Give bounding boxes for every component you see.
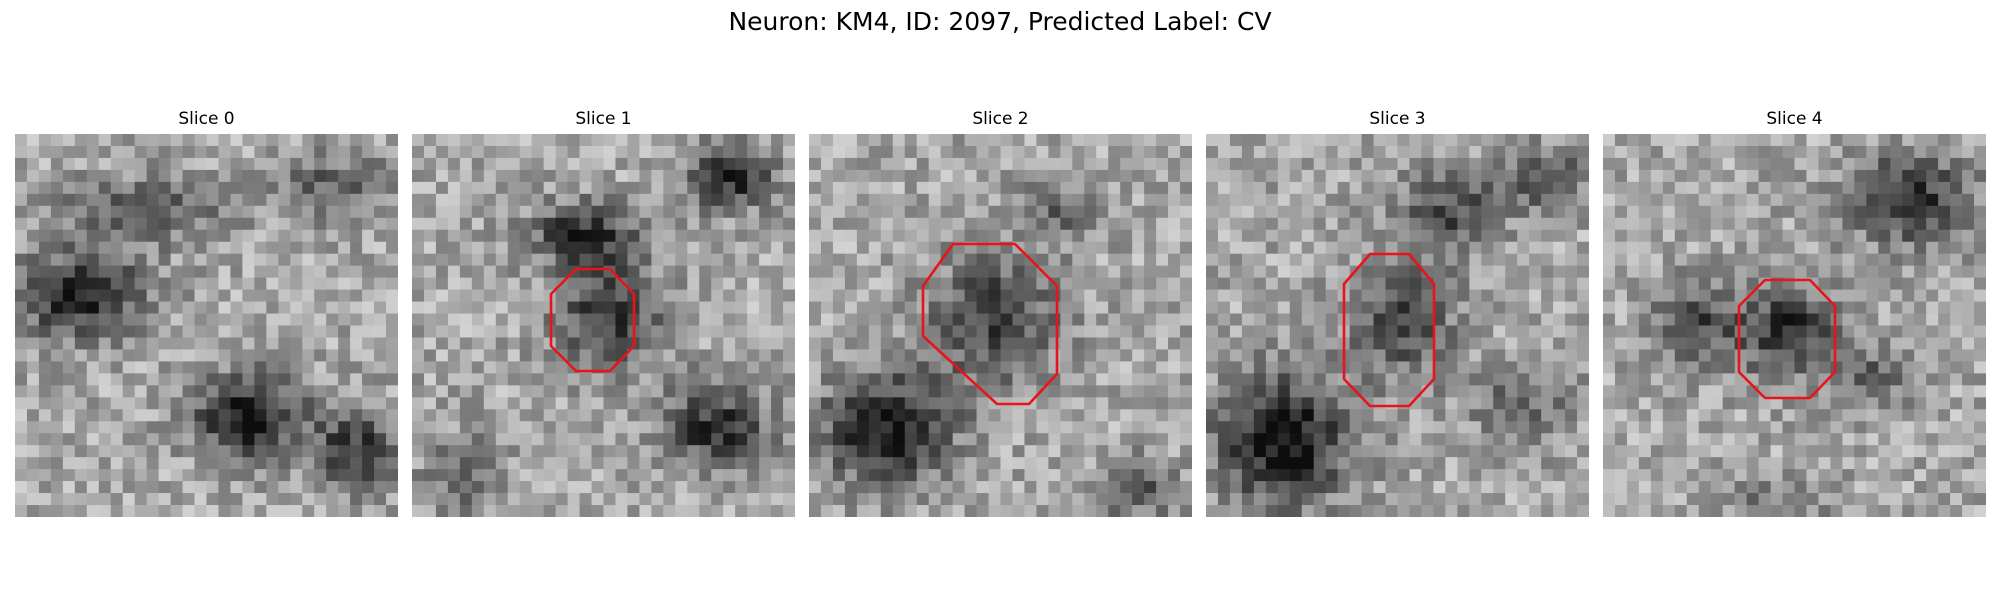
slice-image <box>412 134 795 517</box>
slice-image <box>1206 134 1589 517</box>
slice-image <box>809 134 1192 517</box>
figure-title: Neuron: KM4, ID: 2097, Predicted Label: … <box>0 6 2000 38</box>
slice-image <box>1603 134 1986 517</box>
slice-title: Slice 4 <box>1603 108 1986 130</box>
slice-title: Slice 1 <box>412 108 795 130</box>
slice-image <box>15 134 398 517</box>
slice-title: Slice 2 <box>809 108 1192 130</box>
slice-title: Slice 3 <box>1206 108 1589 130</box>
slice-title: Slice 0 <box>15 108 398 130</box>
